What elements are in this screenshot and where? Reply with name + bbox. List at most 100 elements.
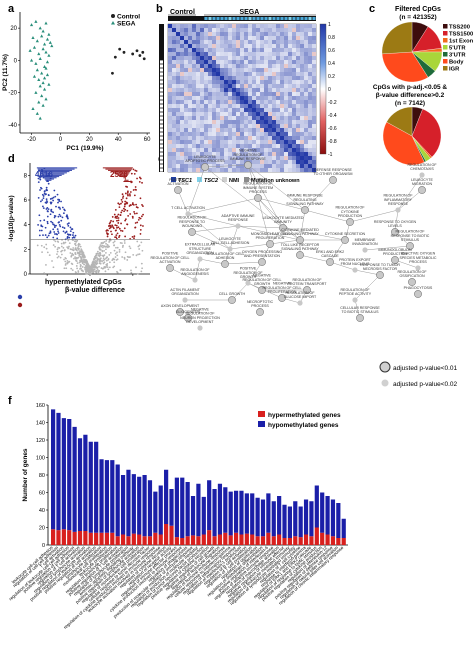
b-heatmap-cell xyxy=(296,100,301,105)
b-heatmap-cell xyxy=(176,124,181,129)
b-heatmap-cell xyxy=(304,144,309,149)
b-heatmap-cell xyxy=(168,32,173,37)
d-point xyxy=(99,257,102,260)
b-heatmap-cell xyxy=(300,128,305,133)
b-heatmap-cell xyxy=(216,96,221,101)
b-heatmap-cell xyxy=(284,68,289,73)
c-legend-label: 1st Exon xyxy=(449,39,474,45)
b-heatmap-cell xyxy=(284,144,289,149)
b-heatmap-cell xyxy=(256,140,261,145)
b-heatmap-cell xyxy=(272,128,277,133)
b-heatmap-cell xyxy=(228,100,233,105)
b-heatmap-cell xyxy=(292,40,297,45)
b-heatmap-cell xyxy=(180,120,185,125)
b-heatmap-cell xyxy=(168,52,173,57)
b-legend-label: NMI xyxy=(229,178,240,184)
b-heatmap-cell xyxy=(244,120,249,125)
d-point xyxy=(54,240,57,243)
b-heatmap-cell xyxy=(168,164,173,169)
b-heatmap-cell xyxy=(292,148,297,153)
b-heatmap-cell xyxy=(172,44,177,49)
d-point xyxy=(81,251,84,254)
b-heatmap-cell xyxy=(180,136,185,141)
b-heatmap-cell xyxy=(244,84,249,89)
b-colorbar-tick: -0.6 xyxy=(328,126,337,132)
b-heatmap-cell xyxy=(176,24,181,29)
b-heatmap-cell xyxy=(272,44,277,49)
b-heatmap-cell xyxy=(236,116,241,121)
b-heatmap-cell xyxy=(200,128,205,133)
b-heatmap-cell xyxy=(272,80,277,85)
e-node-label: NEGATIVE xyxy=(191,307,210,311)
d-point xyxy=(116,246,119,249)
e-node xyxy=(395,207,401,213)
d-point xyxy=(42,207,45,210)
d-point xyxy=(58,198,61,201)
b-heatmap-cell xyxy=(224,36,229,41)
b-heatmap-cell xyxy=(228,108,233,113)
b-heatmap-cell xyxy=(192,140,197,145)
b-heatmap-cell xyxy=(192,124,197,129)
d-point xyxy=(107,229,109,232)
f-bar-hyper xyxy=(115,536,120,545)
e-node xyxy=(228,296,236,304)
a-point-control xyxy=(141,50,145,54)
b-heatmap-cell xyxy=(224,80,229,85)
b-heatmap-cell xyxy=(308,144,313,149)
d-point xyxy=(92,260,95,262)
b-heatmap-cell xyxy=(268,128,273,133)
b-heatmap-cell xyxy=(252,80,257,85)
b-top-bar-sample xyxy=(268,17,272,20)
b-heatmap-cell xyxy=(248,60,253,65)
b-heatmap-cell xyxy=(240,156,245,161)
d-point xyxy=(72,234,74,236)
b-heatmap-cell xyxy=(276,72,281,77)
e-node-label: TO OTHER ORGANISM xyxy=(313,172,352,176)
a-x-tick-label: 0 xyxy=(59,137,63,143)
a-point-sega xyxy=(29,58,34,62)
b-heatmap-cell xyxy=(240,136,245,141)
b-heatmap-cell xyxy=(172,36,177,41)
b-heatmap-cell xyxy=(192,44,197,49)
d-point xyxy=(63,242,65,245)
e-node-label: TO BIOTIC STIMULUS xyxy=(341,310,379,314)
b-heatmap-cell xyxy=(232,108,237,113)
b-heatmap-cell xyxy=(264,164,269,169)
d-point xyxy=(58,223,61,226)
d-point xyxy=(126,209,129,212)
b-heatmap-cell xyxy=(276,64,281,69)
b-heatmap-cell xyxy=(204,24,209,29)
d-point xyxy=(111,259,114,262)
b-heatmap-cell xyxy=(216,44,221,49)
b-side-bar-sample xyxy=(160,96,163,100)
b-legend-label: TSC2 xyxy=(204,178,218,184)
d-point xyxy=(38,214,41,217)
e-node xyxy=(406,242,414,250)
b-heatmap-cell xyxy=(288,148,293,153)
b-heatmap-cell xyxy=(236,144,241,149)
b-heatmap-cell xyxy=(300,124,305,129)
b-heatmap-cell xyxy=(192,128,197,133)
e-node-label: T CELL ACTIVATION xyxy=(171,206,205,210)
b-heatmap-cell xyxy=(240,116,245,121)
b-heatmap-cell xyxy=(288,108,293,113)
a-point-control xyxy=(142,57,146,61)
f-bar-hypo xyxy=(88,441,93,533)
b-heatmap-cell xyxy=(220,148,225,153)
d-point xyxy=(103,258,106,261)
b-heatmap-cell xyxy=(192,136,197,141)
e-edge xyxy=(397,189,423,211)
b-heatmap-cell xyxy=(256,164,261,169)
b-heatmap-cell xyxy=(260,80,265,85)
b-heatmap-cell xyxy=(272,76,277,81)
b-heatmap-cell xyxy=(212,136,217,141)
b-heatmap-cell xyxy=(272,36,277,41)
b-heatmap-cell xyxy=(176,164,181,169)
f-bar-hyper xyxy=(196,536,201,545)
b-top-bar-sample xyxy=(284,17,288,20)
b-heatmap-cell xyxy=(252,28,257,33)
d-point xyxy=(116,226,118,229)
b-heatmap-cell xyxy=(172,132,177,137)
b-heatmap-cell xyxy=(300,36,305,41)
a-point-sega xyxy=(37,77,41,81)
